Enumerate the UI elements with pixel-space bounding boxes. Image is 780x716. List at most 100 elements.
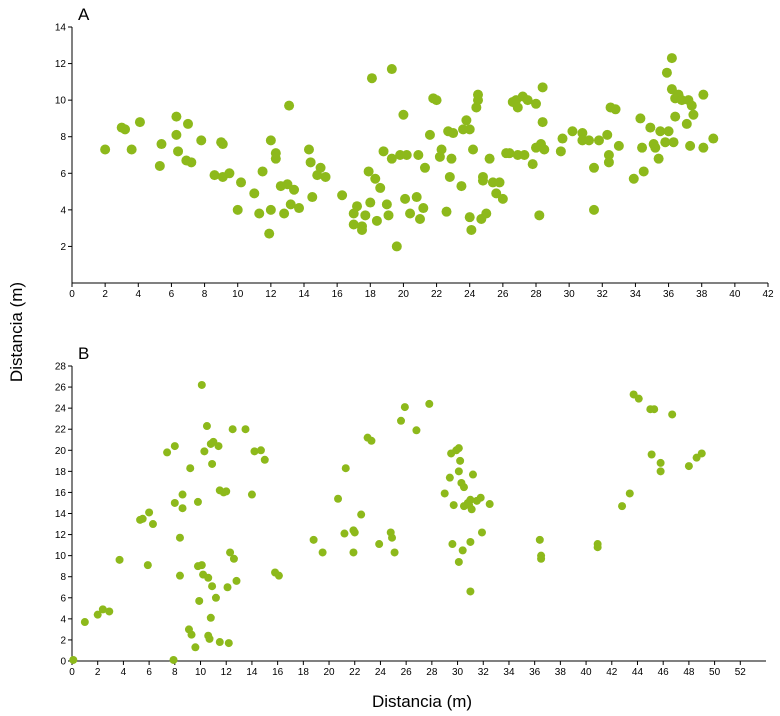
y-tick-label: 6 [60,593,66,604]
data-point [425,399,434,408]
data-point [661,67,672,78]
data-point [187,630,196,639]
data-point [610,104,621,115]
data-point [366,73,377,84]
data-point [441,206,452,217]
data-point [660,137,671,148]
data-point [381,199,392,210]
data-point [349,548,358,557]
data-point [211,593,220,602]
data-point [134,117,145,128]
x-tick-label: 22 [349,667,361,678]
data-point [653,153,664,164]
data-point [603,150,614,160]
data-point [388,533,397,542]
data-point [69,655,78,664]
data-point [697,449,706,458]
data-point [370,173,381,184]
data-point [655,126,666,137]
data-point [589,204,599,215]
x-tick-label: 8 [202,289,208,300]
x-tick-label: 30 [564,289,576,300]
x-tick-label: 52 [735,667,747,678]
data-point [341,464,350,473]
data-point [171,129,182,140]
data-point [365,197,376,208]
y-tick-label: 12 [55,59,67,70]
data-point [367,436,376,445]
panel-b-points [69,380,706,664]
data-point [375,182,386,193]
data-point [197,380,206,389]
data-point [390,548,399,557]
x-tick-label: 38 [696,289,708,300]
data-point [666,53,677,64]
panel-a-axes: 0 2 4 6 8 10 12 14 16 18 20 22 24 26 28 30 32 34 36 38 40 422… [55,23,774,301]
data-point [464,212,475,223]
data-point [415,214,425,224]
x-tick-label: 6 [146,667,152,678]
x-tick-label: 42 [606,667,618,678]
x-tick-label: 10 [195,667,207,678]
y-tick-label: 10 [55,551,67,562]
data-point [350,528,359,537]
data-point [537,117,548,128]
data-point [504,148,515,159]
x-tick-label: 50 [709,667,721,678]
data-point [265,204,276,215]
data-point [666,84,677,95]
data-point [224,639,233,648]
data-point [670,111,681,122]
data-point [413,150,424,160]
data-point [202,422,211,431]
data-point [254,208,265,219]
data-point [171,111,182,122]
x-tick-label: 24 [464,289,476,300]
data-point [148,520,157,529]
data-point [195,596,204,605]
data-point [418,203,429,214]
data-point [688,109,699,120]
data-point [405,208,416,219]
x-tick-label: 8 [172,667,178,678]
data-point [224,168,235,179]
data-point [274,571,283,580]
data-point [534,210,545,221]
data-point [454,444,463,453]
data-point [448,540,457,549]
x-tick-label: 4 [136,289,142,300]
data-point [401,150,412,160]
data-point [183,118,193,129]
y-tick-label: 26 [55,383,67,394]
x-tick-label: 12 [265,289,277,300]
x-tick-label: 20 [398,289,410,300]
data-point [477,175,488,186]
x-tick-label: 2 [102,289,108,300]
x-tick-label: 2 [95,667,101,678]
data-point [491,188,502,199]
x-tick-label: 30 [452,667,464,678]
data-point [357,224,367,235]
data-point [589,162,599,173]
data-point [628,173,639,184]
x-tick-label: 4 [121,667,127,678]
data-point [618,502,627,511]
panel-a: A 0 2 4 6 8 10 12 14 16 18 20 22 24 26 28 30 32 34 36 38 40 4… [55,5,774,300]
data-point [143,561,152,570]
data-point [320,171,331,182]
x-tick-label: 28 [530,289,542,300]
data-point [638,166,649,177]
data-point [650,405,659,414]
x-tick-label: 24 [375,667,387,678]
data-point [196,135,207,146]
x-axis-title: Distancia (m) [372,692,472,711]
data-point [445,473,454,482]
y-tick-label: 12 [55,530,67,541]
data-point [229,554,238,563]
data-point [440,489,449,498]
data-point [383,210,394,221]
data-point [309,535,318,544]
data-point [282,179,293,190]
data-point [467,505,476,514]
x-tick-label: 44 [632,667,644,678]
